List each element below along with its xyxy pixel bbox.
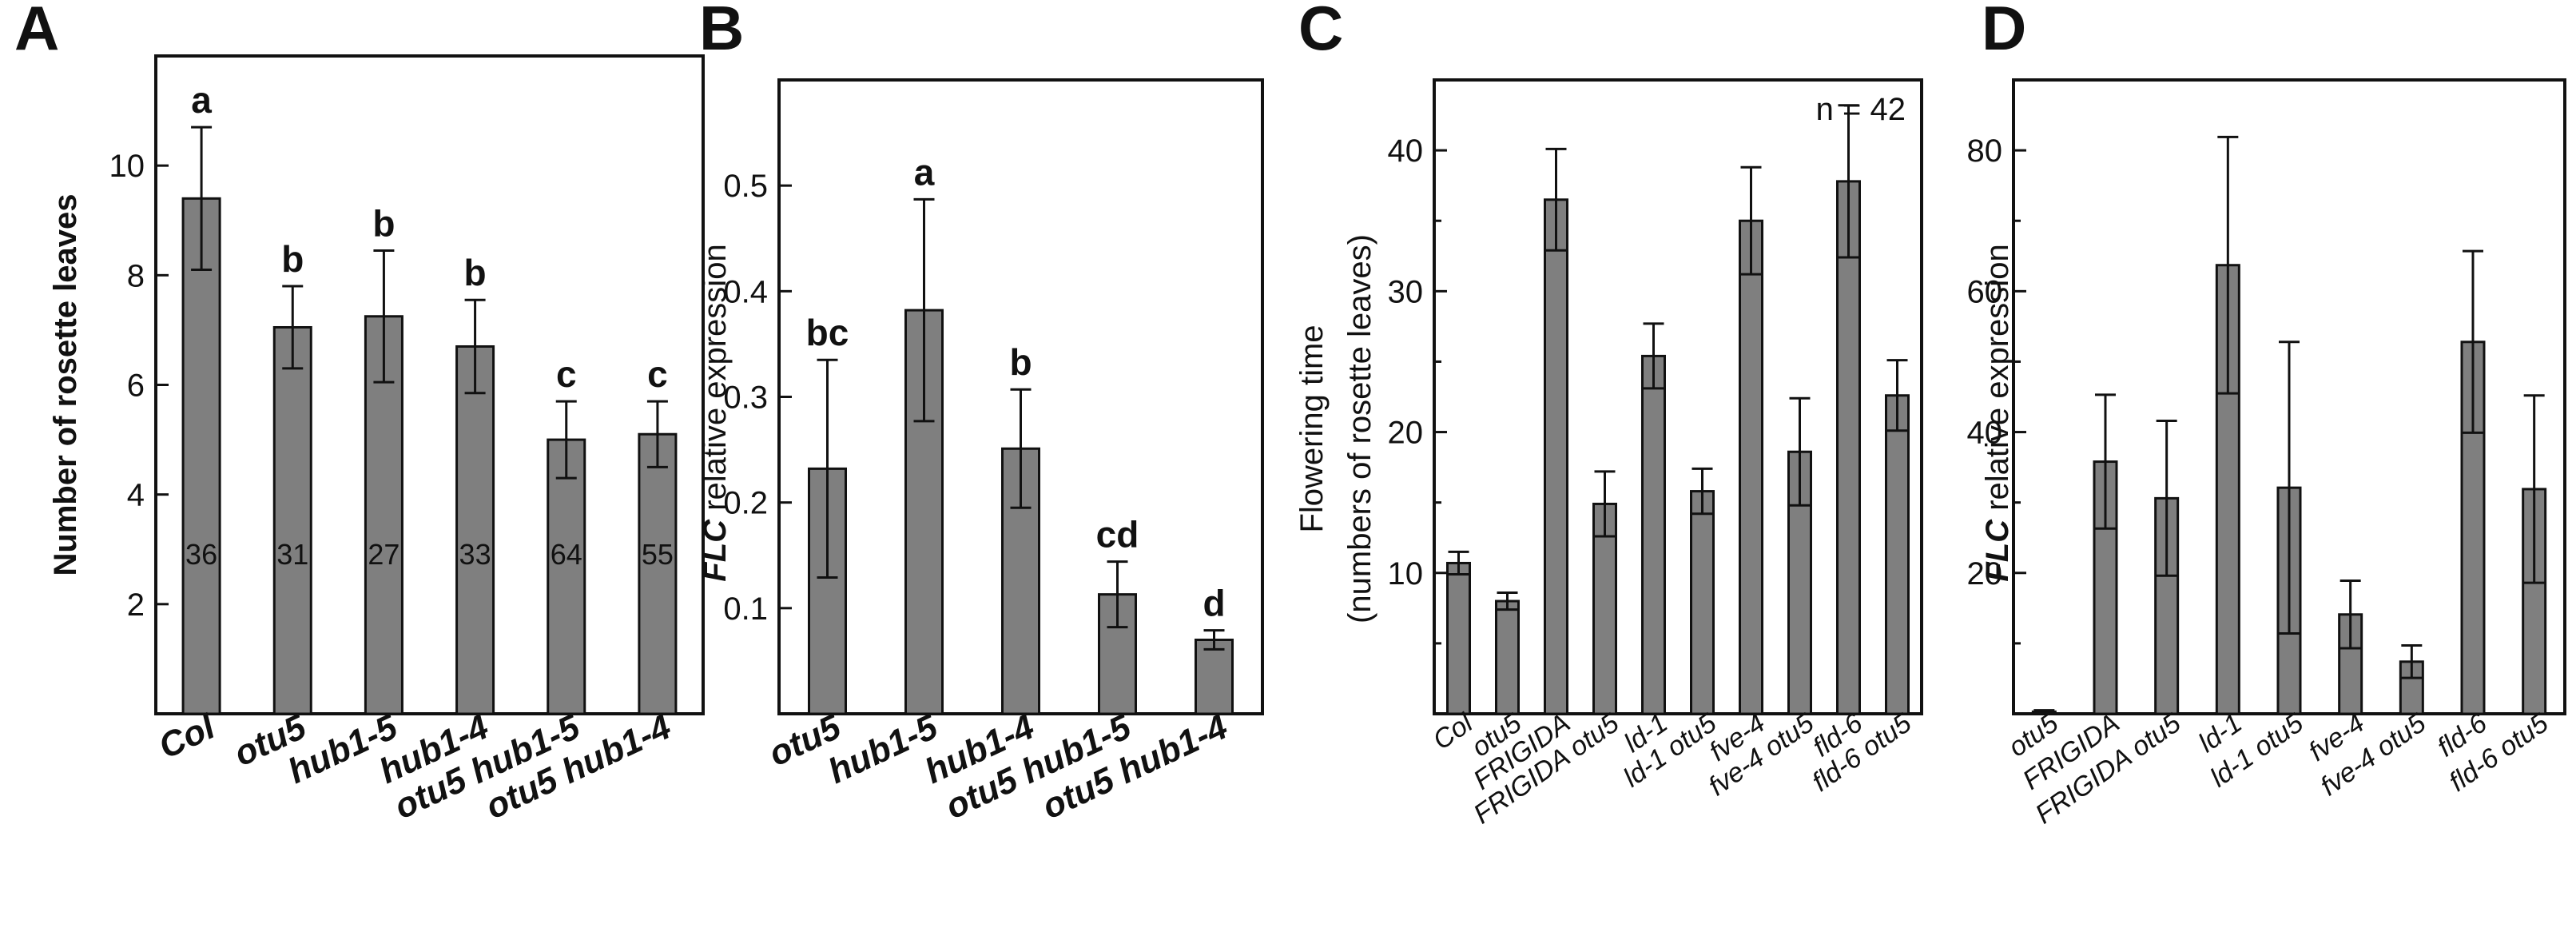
y-tick-label: 4 <box>127 478 145 513</box>
bar <box>1592 502 1617 715</box>
bar <box>1446 561 1471 715</box>
bar <box>2522 488 2547 715</box>
y-tick-label: 20 <box>1388 416 1424 451</box>
bar <box>1690 490 1715 715</box>
sample-size-label: 27 <box>368 538 400 571</box>
y-tick-label: 0.1 <box>723 591 768 627</box>
bar <box>1495 599 1520 715</box>
y-axis-label-italic: FLC <box>1980 519 2015 582</box>
significance-letter: d <box>1203 583 1225 624</box>
y-tick-label: 30 <box>1388 274 1424 309</box>
sample-size-label: 55 <box>642 538 674 571</box>
panel-letter-a: A <box>14 0 59 63</box>
panel-a: A 2 4 6 8 10 Number of rosette leaves a 36 Col b 31… <box>14 0 705 826</box>
bar <box>364 315 403 715</box>
panel-letter-c: C <box>1298 0 1343 63</box>
y-tick-label: 0.2 <box>723 486 768 521</box>
panel-b: B 0.1 0.2 0.3 0.4 0.5 FLC relative expression b… <box>698 0 1264 826</box>
bar <box>1739 219 1763 715</box>
y-tick-label: 80 <box>1967 133 2003 169</box>
significance-letter: a <box>914 151 935 193</box>
sample-size-note: n = 42 <box>1816 92 1906 127</box>
y-tick-label: 10 <box>1388 556 1424 591</box>
panel-c: C 10 20 30 40 Flowering time (numbers of roset… <box>1294 0 1923 830</box>
plot-frame <box>1433 78 1923 715</box>
y-tick-label: 20 <box>1967 556 2003 591</box>
sample-size-label: 36 <box>185 538 217 571</box>
y-axis-label-italic: FLC <box>698 519 733 582</box>
y-tick-label: 0.3 <box>723 380 768 416</box>
bar <box>455 345 495 715</box>
bar <box>1885 394 1910 715</box>
significance-letter: b <box>281 238 304 280</box>
significance-letter: c <box>556 353 577 395</box>
sample-size-label: 64 <box>551 538 582 571</box>
y-axis-label: FLC relative expression <box>1980 244 2015 581</box>
x-tick-label: Col <box>153 707 221 767</box>
y-tick-label: 40 <box>1967 416 2003 451</box>
significance-letter: cd <box>1096 514 1139 556</box>
y-tick-label: 2 <box>127 587 145 623</box>
significance-letter: b <box>464 252 487 293</box>
bar <box>1836 180 1861 715</box>
bar <box>272 325 312 715</box>
y-tick-label: 40 <box>1388 133 1424 169</box>
y-axis-label: Flowering time <box>1294 325 1330 532</box>
bar <box>547 438 586 715</box>
bar <box>1195 638 1234 715</box>
x-tick-label: hub1-5 <box>822 707 944 791</box>
y-tick-label: 60 <box>1967 274 2003 309</box>
bar <box>1641 354 1666 715</box>
y-tick-label: 0.5 <box>723 169 768 204</box>
significance-letter: bc <box>806 312 849 353</box>
sample-size-label: 33 <box>459 538 491 571</box>
significance-letter: b <box>372 202 395 244</box>
y-axis-label-rest: relative expression <box>1980 244 2015 520</box>
plot-frame <box>154 54 705 715</box>
y-tick-label: 8 <box>127 258 145 293</box>
panel-letter-b: B <box>699 0 744 63</box>
significance-letter: a <box>191 79 212 121</box>
bar <box>1544 198 1568 715</box>
y-axis-label: Number of rosette leaves <box>48 194 83 576</box>
y-axis-label-rest: relative expression <box>698 244 733 520</box>
y-axis-label: FLC relative expression <box>698 244 733 581</box>
y-tick-label: 10 <box>109 149 145 184</box>
significance-letter: b <box>1009 341 1032 383</box>
panel-letter-d: D <box>1982 0 2026 63</box>
bar <box>181 197 221 715</box>
significance-letter: c <box>647 353 668 395</box>
y-axis-label-line2: (numbers of rosette leaves) <box>1342 234 1377 623</box>
y-tick-label: 6 <box>127 368 145 404</box>
y-tick-label: 0.4 <box>723 274 768 309</box>
bar <box>638 432 678 715</box>
sample-size-label: 31 <box>276 538 308 571</box>
